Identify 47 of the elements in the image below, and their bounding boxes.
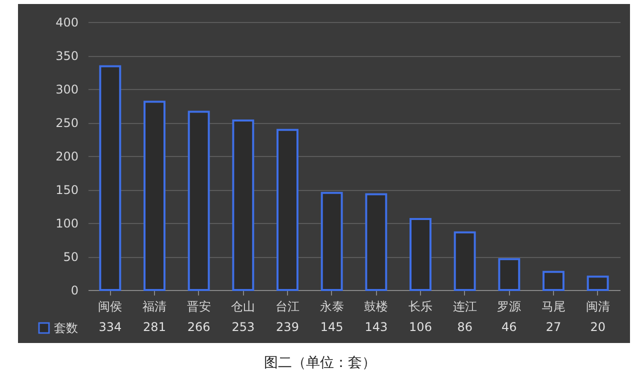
x-tick-label: 马尾 (542, 300, 566, 314)
bar (498, 258, 520, 291)
y-tick-label: 200 (56, 150, 78, 164)
data-label: 46 (502, 320, 517, 334)
bar (542, 270, 564, 291)
data-label: 143 (364, 320, 388, 334)
data-label: 334 (98, 320, 122, 334)
y-tick-label: 0 (70, 284, 78, 298)
x-tick-label: 仓山 (231, 300, 256, 314)
bar (365, 193, 388, 291)
bar (276, 128, 298, 291)
y-tick-label: 250 (56, 116, 78, 130)
x-tick-label: 长乐 (408, 300, 432, 314)
x-tick-label: 罗源 (497, 300, 522, 314)
bar (320, 192, 343, 291)
x-tick-label: 鼓楼 (364, 300, 388, 314)
y-tick-label: 50 (63, 250, 78, 264)
bar (410, 218, 432, 291)
x-tick-label: 永泰 (320, 300, 344, 314)
bar (232, 119, 254, 291)
data-label: 266 (187, 320, 210, 334)
x-tick-label: 闽侯 (98, 300, 122, 314)
data-label: 253 (232, 320, 255, 334)
data-label: 86 (457, 320, 472, 334)
legend-label: 套数 (54, 321, 78, 335)
x-tick-label: 闽清 (586, 300, 610, 314)
y-tick-label: 300 (56, 82, 78, 96)
bar (144, 100, 166, 291)
data-label: 145 (320, 320, 344, 334)
bar (99, 65, 122, 291)
x-tick-label: 晋安 (186, 300, 211, 314)
x-tick-label: 福清 (142, 300, 166, 314)
data-label: 27 (546, 320, 562, 334)
bar (454, 231, 476, 291)
text: 图二（单位：套） (263, 354, 377, 372)
y-tick-label: 350 (56, 49, 78, 63)
data-label: 20 (590, 320, 606, 334)
bar (586, 276, 609, 291)
data-label: 281 (143, 320, 166, 334)
x-tick-label: 台江 (276, 300, 300, 314)
data-label: 106 (409, 320, 432, 334)
bar (188, 110, 210, 291)
data-label: 239 (276, 320, 299, 334)
y-tick-label: 150 (56, 183, 78, 197)
x-tick-label: 连江 (452, 300, 477, 314)
y-tick-label: 400 (56, 16, 78, 30)
y-tick-label: 100 (56, 216, 78, 230)
